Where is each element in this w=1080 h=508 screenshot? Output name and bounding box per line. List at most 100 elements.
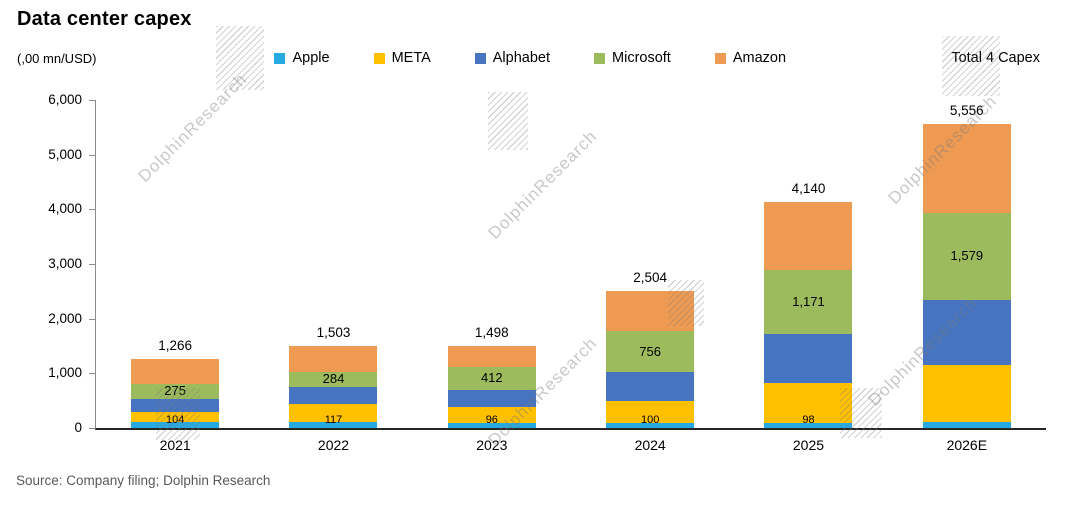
watermark-hatch-icon (942, 36, 1000, 96)
segment-amazon-2022 (289, 345, 378, 372)
legend-swatch-apple (274, 52, 286, 64)
data-label-apple: 104 (165, 414, 185, 426)
segment-apple-2024 (606, 422, 695, 428)
y-axis-unit-label: (,00 mn/USD) (17, 50, 97, 66)
data-label-apple: 117 (324, 414, 343, 426)
segment-apple-2025 (764, 422, 853, 428)
y-tick-mark (89, 428, 95, 429)
segment-meta-2023 (447, 407, 536, 423)
segment-alphabet-2024 (606, 372, 695, 402)
stacked-bar-2021: 104 275 1,266 (131, 100, 220, 428)
segment-alphabet-2022 (289, 387, 378, 405)
data-label-microsoft: 284 (322, 371, 345, 387)
legend-swatch-microsoft (594, 52, 606, 64)
y-tick-label: 1,000 (48, 365, 82, 381)
segment-alphabet-2023 (447, 389, 536, 408)
stacked-bar-2026e: 1,579 5,556 (922, 100, 1011, 428)
y-tick-label: 0 (74, 420, 82, 435)
bar-slot-2025: 98 1,171 4,140 2025 (729, 100, 887, 453)
segment-microsoft-2025 (764, 269, 853, 334)
data-label-total: 1,503 (316, 324, 351, 340)
legend-swatch-amazon (714, 52, 726, 64)
legend-item-microsoft: Microsoft (594, 50, 671, 66)
data-label-total: 5,556 (949, 103, 984, 119)
segment-microsoft-2024 (606, 331, 695, 373)
segment-alphabet-2026e (922, 299, 1011, 365)
bars-container: 104 275 1,266 2021 117 284 1,503 2022 96 412 1,498… (96, 100, 1046, 453)
segment-meta-2021 (131, 412, 220, 423)
segment-meta-2025 (764, 383, 853, 423)
data-label-total: 4,140 (791, 180, 826, 196)
legend-label: Amazon (732, 50, 787, 66)
y-tick-mark (89, 264, 95, 265)
data-label-microsoft: 1,171 (792, 293, 825, 309)
data-label-microsoft: 412 (480, 370, 503, 386)
y-tick-label: 3,000 (48, 256, 82, 271)
segment-meta-2026e (922, 364, 1011, 422)
legend-item-amazon: Amazon (714, 50, 787, 66)
y-tick-mark (89, 209, 95, 211)
segment-microsoft-2021 (131, 383, 220, 399)
segment-meta-2024 (606, 401, 695, 423)
legend-item-apple: Apple (274, 50, 330, 66)
data-label-apple: 100 (640, 414, 660, 426)
segment-apple-2022 (289, 421, 378, 428)
x-axis-label-2023: 2023 (476, 437, 508, 453)
data-label-apple: 96 (485, 414, 498, 426)
segment-apple-2021 (131, 422, 220, 428)
x-axis-label-2021: 2021 (159, 437, 191, 453)
bar-slot-2024: 100 756 2,504 2024 (571, 100, 729, 453)
stacked-bar-2025: 98 1,171 4,140 (764, 100, 853, 428)
x-axis-label-2025: 2025 (792, 437, 825, 453)
legend-label: Alphabet (492, 50, 551, 66)
data-label-total: 1,498 (474, 325, 509, 341)
data-label-total: 1,266 (158, 337, 193, 353)
segment-amazon-2021 (131, 358, 220, 384)
segment-apple-2023 (447, 422, 536, 428)
segment-alphabet-2025 (764, 333, 853, 384)
data-label-apple: 98 (802, 414, 815, 426)
stacked-bar-2022: 117 284 1,503 (289, 100, 378, 428)
legend-label: Microsoft (612, 50, 671, 66)
legend-label: META (391, 50, 431, 66)
segment-microsoft-2022 (289, 371, 378, 388)
bar-slot-2023: 96 412 1,498 2023 (413, 100, 571, 453)
data-label-total: 2,504 (633, 270, 668, 286)
legend-item-meta: META (373, 50, 431, 66)
chart-title: Data center capex (17, 8, 192, 30)
y-tick-mark (89, 154, 95, 156)
segment-amazon-2025 (764, 201, 853, 270)
bar-slot-2021: 104 275 1,266 2021 (96, 100, 254, 453)
segment-amazon-2024 (606, 291, 695, 332)
data-label-microsoft: 1,579 (950, 248, 984, 264)
bar-slot-2026e: 1,579 5,556 2026E (888, 100, 1046, 453)
plot-region: 6,000 5,000 4,000 3,000 2,000 1,000 0 104 275 1,… (0, 92, 1080, 453)
segment-alphabet-2021 (131, 398, 220, 413)
y-tick-label: 2,000 (48, 310, 82, 326)
legend-label: Apple (292, 50, 330, 66)
segment-meta-2022 (289, 404, 378, 422)
stacked-bar-2023: 96 412 1,498 (447, 100, 536, 428)
data-label-microsoft: 756 (639, 343, 661, 359)
segment-microsoft-2023 (447, 367, 536, 390)
segment-amazon-2026e (922, 124, 1011, 214)
y-axis: 6,000 5,000 4,000 3,000 2,000 1,000 0 (0, 92, 95, 435)
y-tick-mark (89, 373, 95, 375)
y-tick-mark (89, 100, 95, 101)
segment-microsoft-2026e (922, 213, 1011, 300)
plot-area: 104 275 1,266 2021 117 284 1,503 2022 96 412 1,498… (95, 100, 1046, 453)
y-tick-label: 6,000 (48, 92, 82, 107)
legend-row: (,00 mn/USD) Apple META Alphabet Microsoft A… (17, 50, 1040, 66)
legend-swatch-meta (373, 52, 385, 64)
stacked-bar-2024: 100 756 2,504 (606, 100, 695, 428)
y-tick-mark (89, 318, 95, 320)
legend-swatch-alphabet (474, 52, 486, 64)
segment-amazon-2023 (447, 346, 536, 368)
source-note: Source: Company filing; Dolphin Research (16, 473, 271, 488)
legend-total-capex-label: Total 4 Capex (951, 50, 1040, 66)
legend-item-alphabet: Alphabet (474, 50, 551, 66)
x-axis-label-2022: 2022 (317, 437, 350, 453)
x-axis-label-2024: 2024 (634, 437, 666, 453)
legend: Apple META Alphabet Microsoft Amazon (274, 50, 786, 66)
